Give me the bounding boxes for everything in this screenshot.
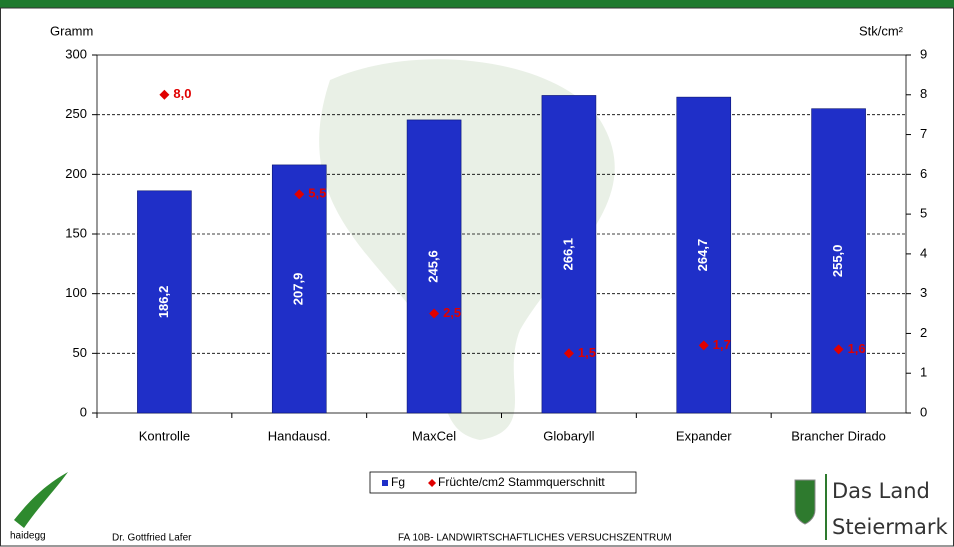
y-tick-label: 250 (65, 106, 87, 121)
x-tick-label: Brancher Dirado (791, 428, 886, 443)
y2-tick-label: 6 (920, 166, 927, 181)
point-value-label: 8,0 (173, 86, 191, 101)
y2-tick-label: 5 (920, 206, 927, 221)
y2-axis-title: Stk/cm² (859, 23, 904, 38)
logo-right-line1: Das Land (832, 479, 930, 503)
legend-label: Früchte/cm2 Stammquerschnitt (438, 475, 605, 489)
x-tick-label: Globaryll (543, 428, 594, 443)
logo-right-line2: Steiermark (832, 515, 948, 539)
y-axis-title: Gramm (50, 23, 93, 38)
x-tick-label: Kontrolle (139, 428, 190, 443)
bar-value-label: 207,9 (291, 273, 306, 306)
bar-value-label: 266,1 (560, 238, 575, 271)
x-tick-label: Handausd. (268, 428, 331, 443)
y2-tick-label: 9 (920, 46, 927, 61)
x-tick-label: MaxCel (412, 428, 456, 443)
y-tick-label: 100 (65, 285, 87, 300)
author: Dr. Gottfried Lafer (112, 533, 192, 544)
y-tick-label: 0 (80, 404, 87, 419)
y2-tick-label: 1 (920, 365, 927, 380)
institution: FA 10B- LANDWIRTSCHAFTLICHES VERSUCHSZEN… (398, 533, 672, 544)
y2-tick-label: 3 (920, 285, 927, 300)
point-value-label: 1,7 (713, 337, 731, 352)
y-tick-label: 150 (65, 225, 87, 240)
y2-tick-label: 2 (920, 325, 927, 340)
point-value-label: 2,5 (443, 305, 461, 320)
bar-value-label: 245,6 (426, 250, 441, 283)
point-value-label: 1,6 (848, 341, 866, 356)
y-tick-label: 50 (73, 345, 87, 360)
y2-tick-label: 7 (920, 126, 927, 141)
point-value-label: 5,5 (308, 186, 326, 201)
point-value-label: 1,5 (578, 345, 596, 360)
crest (795, 480, 815, 524)
y-tick-label: 200 (65, 166, 87, 181)
logo-left-text: haidegg (10, 531, 46, 542)
y2-tick-label: 0 (920, 404, 927, 419)
x-tick-label: Expander (676, 428, 732, 443)
legend-swatch (382, 480, 388, 486)
legend-label: Fg (391, 475, 405, 489)
slide: Gramm Stk/cm² haidegg Dr. Gottfried Lafe… (0, 0, 954, 547)
bar-value-label: 186,2 (156, 286, 171, 319)
bar-value-label: 264,7 (695, 239, 710, 272)
top-band (0, 0, 954, 8)
bar-value-label: 255,0 (830, 245, 845, 278)
y-tick-label: 300 (65, 46, 87, 61)
y2-tick-label: 4 (920, 245, 927, 260)
y2-tick-label: 8 (920, 86, 927, 101)
